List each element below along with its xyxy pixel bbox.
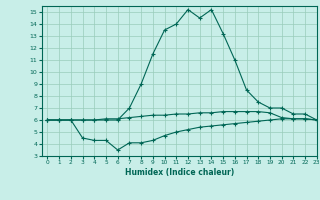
X-axis label: Humidex (Indice chaleur): Humidex (Indice chaleur) xyxy=(124,168,234,177)
